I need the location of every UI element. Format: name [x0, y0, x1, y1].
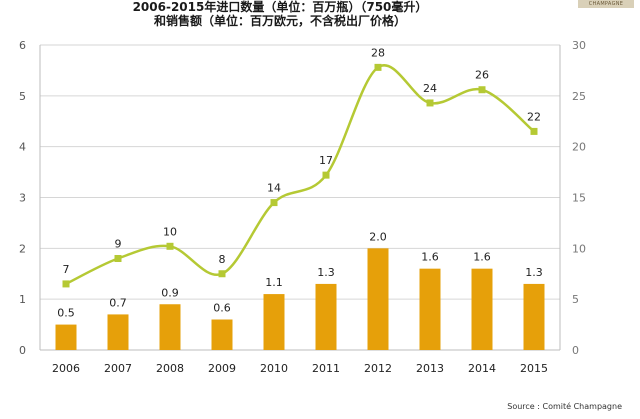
right-axis-tick-label: 10 [572, 242, 586, 255]
line-value-label: 9 [115, 238, 122, 251]
bar-2009 [211, 319, 233, 350]
line-value-label: 8 [219, 253, 226, 266]
bar-2006 [55, 324, 77, 350]
chart-title: 2006-2015年进口数量（单位：百万瓶）（750毫升） 和销售额（单位：百万… [0, 0, 560, 28]
left-axis-tick-label: 3 [19, 192, 26, 205]
x-tick-label: 2008 [156, 362, 184, 375]
x-tick-label: 2011 [312, 362, 340, 375]
title-line-2: 和销售额（单位：百万欧元，不含税出厂价格） [153, 14, 406, 28]
left-axis-tick-label: 4 [19, 141, 26, 154]
right-axis-tick-label: 30 [572, 39, 586, 52]
line-point-2014 [478, 86, 486, 94]
line-value-label: 28 [371, 46, 385, 59]
bar-value-label: 0.6 [213, 302, 231, 315]
source-note: Source : Comité Champagne [507, 402, 622, 411]
x-tick-label: 2013 [416, 362, 444, 375]
line-value-label: 14 [267, 182, 281, 195]
bar-value-label: 0.5 [57, 307, 75, 320]
left-axis-tick-label: 2 [19, 242, 26, 255]
line-point-2009 [218, 270, 226, 278]
bar-value-label: 1.3 [525, 266, 543, 279]
line-value-label: 17 [319, 154, 333, 167]
left-axis-tick-label: 0 [19, 344, 26, 357]
bar-2011 [315, 283, 337, 350]
x-tick-label: 2014 [468, 362, 496, 375]
line-point-2013 [426, 99, 434, 107]
x-tick-label: 2010 [260, 362, 288, 375]
line-value-label: 26 [475, 69, 489, 82]
bar-value-label: 1.3 [317, 266, 335, 279]
title-line-1: 2006-2015年进口数量（单位：百万瓶）（750毫升） [132, 0, 428, 14]
left-axis-tick-label: 1 [19, 293, 26, 306]
bar-2013 [419, 268, 441, 350]
line-value-label: 10 [163, 225, 177, 238]
line-value-label: 22 [527, 110, 541, 123]
bar-value-label: 2.0 [369, 230, 387, 243]
bar-value-label: 1.1 [265, 276, 283, 289]
left-axis-tick-label: 5 [19, 90, 26, 103]
bar-2007 [107, 314, 129, 350]
sales-line [65, 64, 535, 286]
line-point-2015 [530, 127, 538, 135]
bar-2012 [367, 248, 389, 350]
x-tick-label: 2007 [104, 362, 132, 375]
line-point-2010 [270, 199, 278, 207]
line-point-2012 [374, 63, 382, 71]
x-tick-label: 2012 [364, 362, 392, 375]
left-axis-tick-label: 6 [19, 39, 26, 52]
right-axis-tick-label: 5 [572, 293, 579, 306]
bar-value-label: 1.6 [473, 251, 491, 264]
bar-value-label: 0.7 [109, 296, 127, 309]
x-tick-label: 2009 [208, 362, 236, 375]
line-point-2007 [114, 255, 122, 262]
line-point-2011 [322, 171, 330, 179]
bar-2010 [263, 294, 285, 350]
bar-value-label: 1.6 [421, 251, 439, 264]
bar-value-label: 0.9 [161, 286, 179, 299]
x-tick-label: 2006 [52, 362, 80, 375]
right-axis-tick-label: 20 [572, 141, 586, 154]
line-value-label: 7 [63, 263, 70, 276]
line-point-2006 [62, 280, 70, 288]
right-axis-tick-label: 15 [572, 192, 586, 205]
x-tick-label: 2015 [520, 362, 548, 375]
line-point-2008 [166, 242, 174, 250]
bar-2008 [159, 304, 181, 350]
line-value-label: 24 [423, 82, 437, 95]
brand-logo: CHAMPAGNE [578, 0, 634, 8]
right-axis-tick-label: 25 [572, 90, 586, 103]
bar-2015 [523, 283, 545, 350]
bar-2014 [471, 268, 493, 350]
right-axis-tick-label: 0 [572, 344, 579, 357]
